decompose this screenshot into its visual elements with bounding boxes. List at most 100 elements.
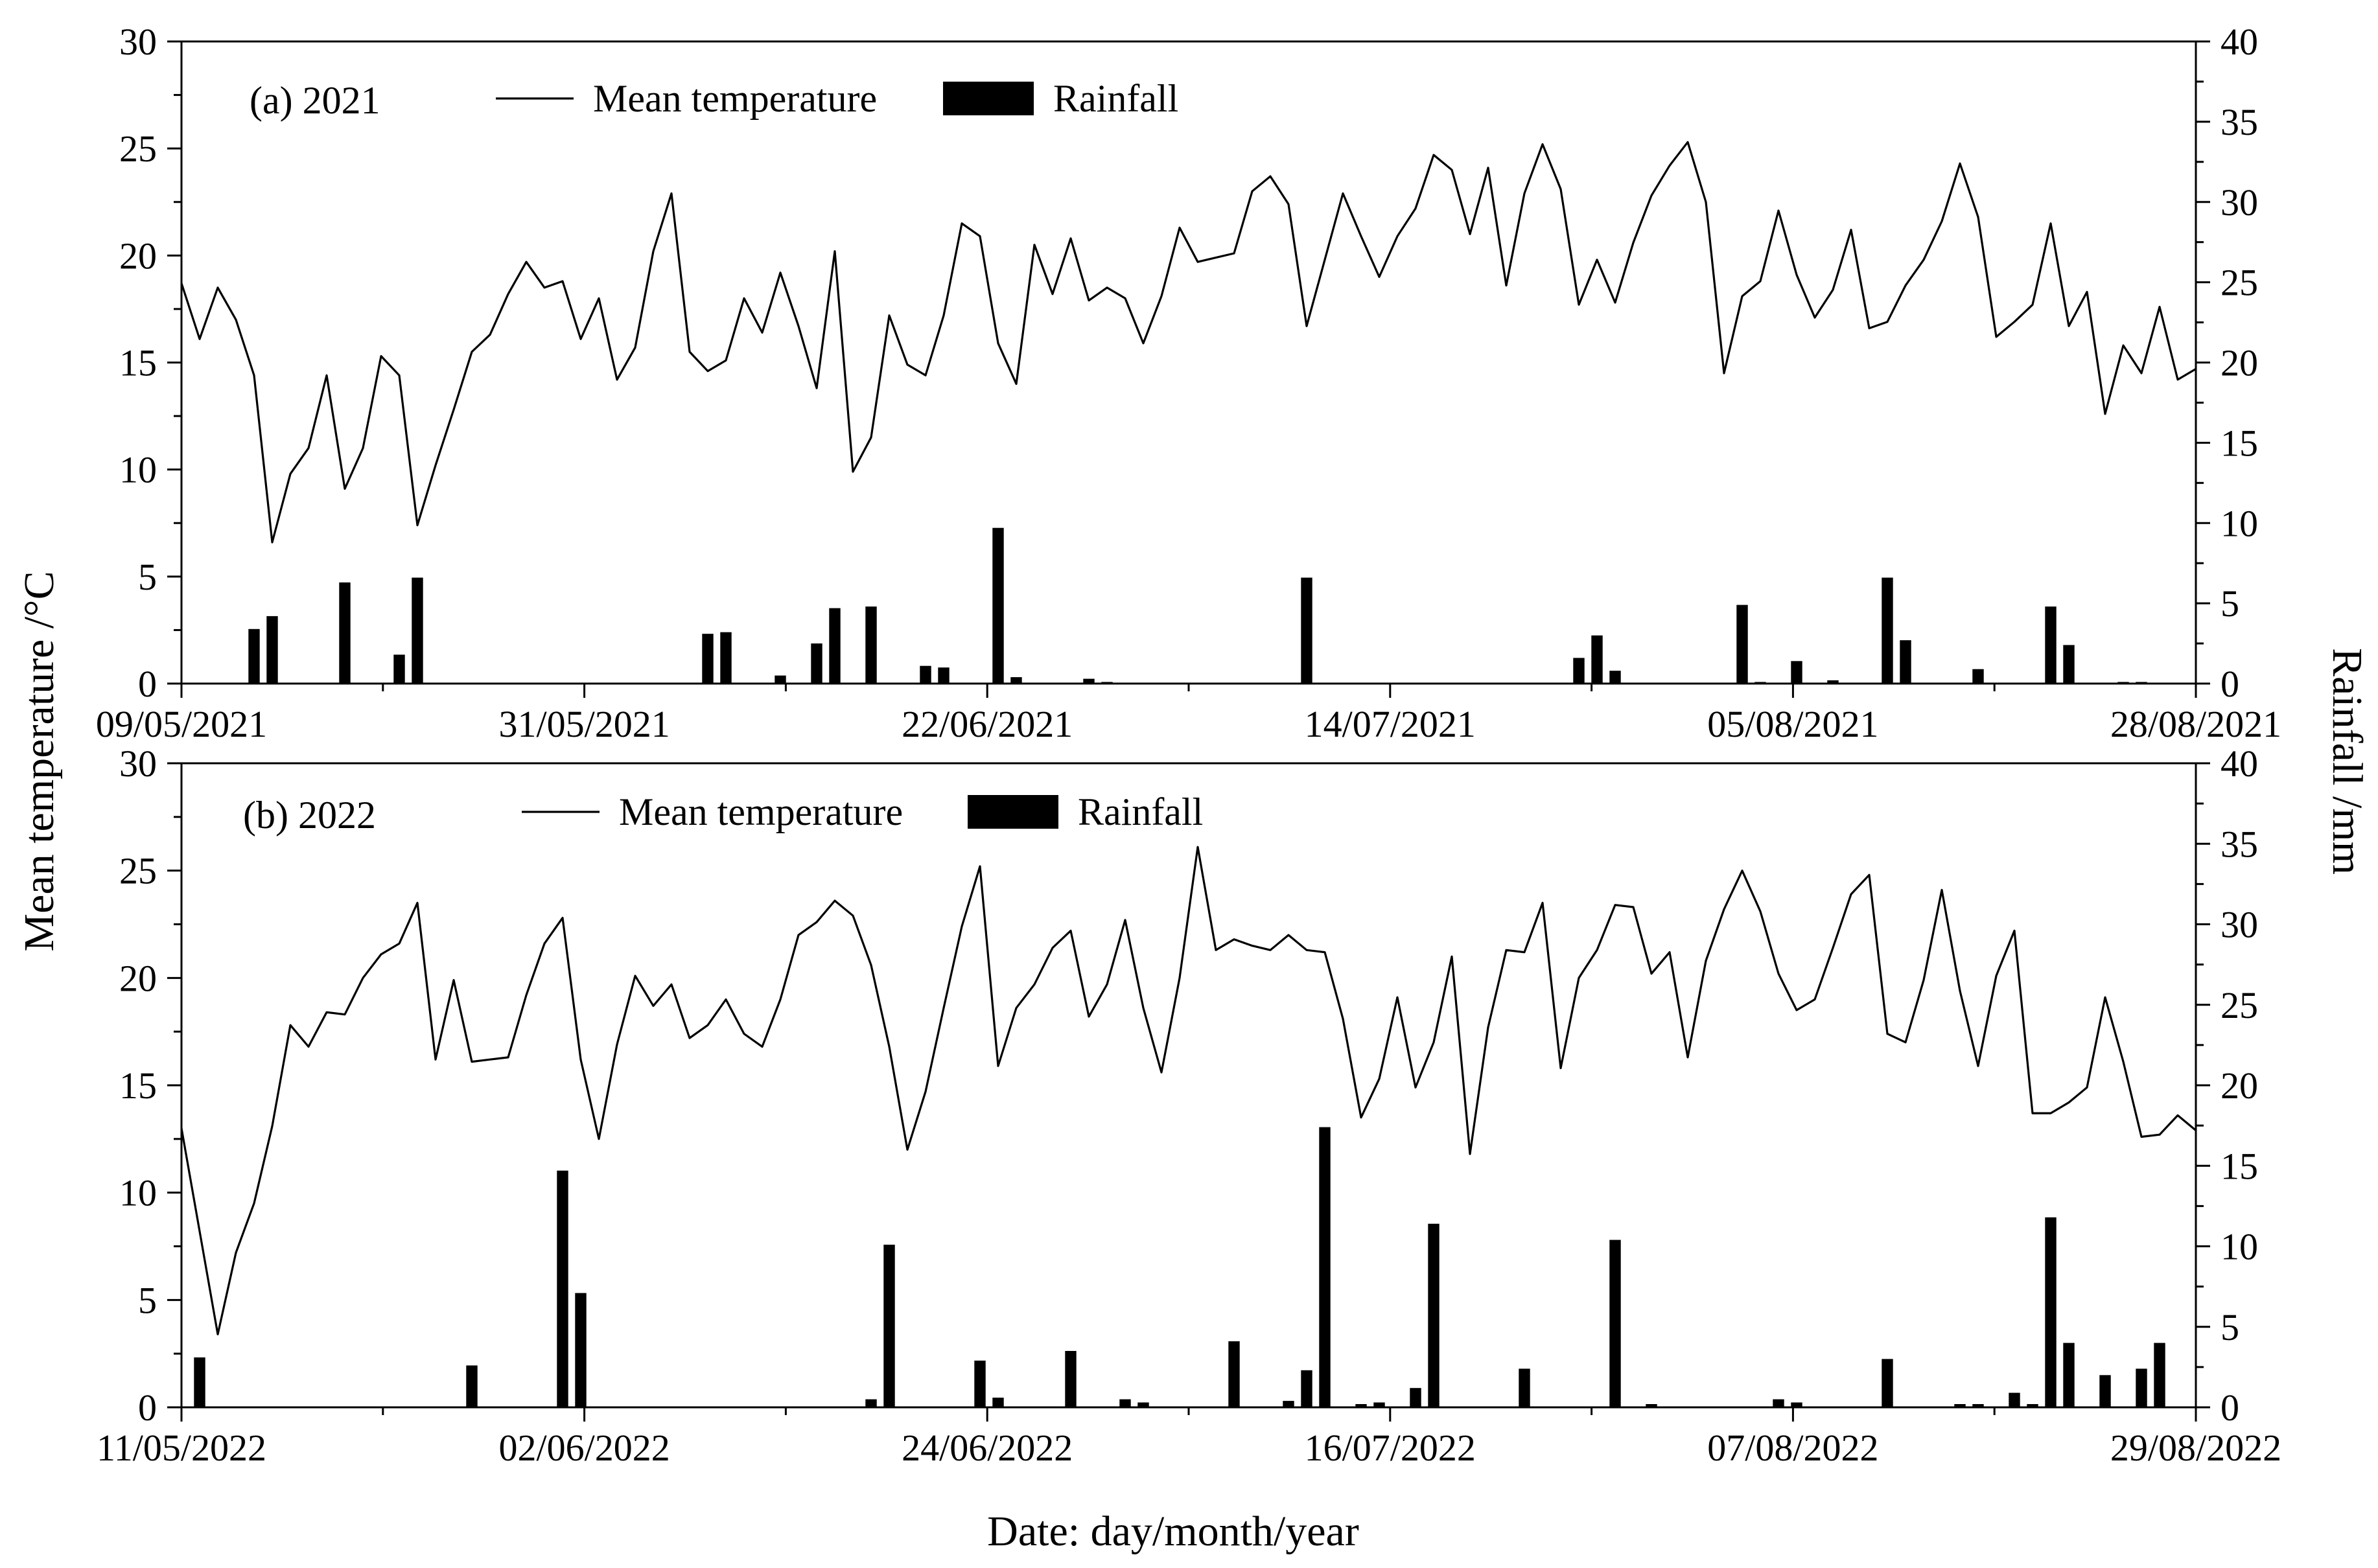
rainfall-bar [393, 654, 405, 684]
y-left-tick-label: 25 [119, 850, 157, 892]
legend-rainfall-swatch [943, 82, 1034, 115]
rainfall-bar [1882, 577, 1893, 684]
rainfall-bar [1791, 661, 1802, 684]
y-axis-label-left: Mean temperature /°C [16, 571, 63, 951]
y-right-tick-label: 30 [2221, 181, 2258, 224]
rainfall-bar [1319, 1127, 1331, 1407]
rainfall-bar [1609, 1239, 1621, 1407]
x-tick-label: 22/06/2021 [902, 703, 1073, 745]
legend-rainfall-swatch [968, 795, 1058, 829]
y-right-tick-label: 15 [2221, 1145, 2258, 1187]
legend-temperature-label: Mean temperature [593, 77, 877, 120]
y-left-tick-label: 20 [119, 235, 157, 277]
y-right-tick-label: 25 [2221, 262, 2258, 304]
x-tick-label: 09/05/2021 [96, 703, 267, 745]
y-left-tick-label: 0 [138, 1387, 157, 1429]
rainfall-bar [938, 667, 950, 684]
y-left-tick-label: 15 [119, 342, 157, 384]
rainfall-bar [1373, 1402, 1385, 1407]
x-tick-label: 07/08/2022 [1707, 1427, 1878, 1469]
rainfall-bar [1083, 678, 1095, 684]
y-right-tick-label: 5 [2221, 582, 2239, 625]
rainfall-bar [1972, 669, 1984, 684]
rainfall-bar [1773, 1399, 1784, 1407]
rainfall-bar [1065, 1351, 1077, 1407]
x-axis-label: Date: day/month/year [987, 1508, 1359, 1555]
y-left-tick-label: 10 [119, 1172, 157, 1214]
plot-frame [180, 40, 2197, 685]
x-tick-label: 24/06/2022 [902, 1427, 1073, 1469]
panel-b-2022: 0 5 10 15 20 25 30 0 5 10 15 20 25 30 35 40 11/05/2022 02… [97, 743, 2281, 1469]
rainfall-bar [466, 1365, 478, 1407]
rainfall-bar [1736, 605, 1748, 684]
y-left-tick-label: 30 [119, 21, 157, 63]
y-axis-label-right: Rainfall /mm [2324, 648, 2371, 875]
rainfall-bar [2027, 1404, 2038, 1407]
rainfall-bar [1301, 577, 1312, 684]
rainfall-bar [775, 675, 786, 684]
rainfall-bar [2009, 1392, 2020, 1407]
legend-temperature-label: Mean temperature [619, 790, 903, 833]
y-left-tick-label: 0 [138, 663, 157, 705]
y-left-tick-label: 20 [119, 957, 157, 999]
rainfall-bar [1228, 1341, 1240, 1407]
rainfall-bar [992, 1398, 1004, 1407]
rainfall-bar [811, 643, 822, 684]
rainfall-bar [829, 608, 841, 684]
y-right-tick-label: 10 [2221, 1226, 2258, 1268]
rainfall-bar [1301, 1370, 1312, 1407]
rainfall-bar [1137, 1402, 1149, 1407]
panel-label: (b) 2022 [243, 794, 376, 836]
rainfall-bar [339, 582, 351, 684]
rainfall-bar [2136, 1368, 2147, 1407]
x-tick-label: 16/07/2022 [1305, 1427, 1476, 1469]
x-tick-label: 05/08/2021 [1707, 703, 1878, 745]
temperature-line [180, 846, 2197, 1335]
y-right-tick-label: 30 [2221, 904, 2258, 946]
rainfall-bar [1609, 671, 1621, 684]
temperature-line [180, 141, 2197, 544]
y-left-tick-label: 5 [138, 1279, 157, 1321]
rainfall-bar [575, 1293, 587, 1407]
x-tick-label: 29/08/2022 [2110, 1427, 2281, 1469]
x-tick-label: 31/05/2021 [498, 703, 670, 745]
rainfall-bar [2063, 645, 2075, 684]
plot-frame [180, 762, 2197, 1409]
legend-rainfall-label: Rainfall [1053, 77, 1178, 120]
rainfall-bar [1519, 1368, 1530, 1407]
rainfall-bar [1428, 1223, 1440, 1407]
rainfall-bar [1283, 1401, 1294, 1407]
rainfall-bar [2154, 1343, 2165, 1407]
y-left-tick-label: 30 [119, 743, 157, 785]
x-tick-label: 28/08/2021 [2110, 703, 2281, 745]
y-right-tick-label: 25 [2221, 984, 2258, 1026]
rainfall-bar [1791, 1402, 1802, 1407]
y-right-tick-label: 40 [2221, 21, 2258, 63]
panel-label: (a) 2021 [250, 79, 380, 122]
rainfall-bar [992, 527, 1004, 684]
y-left-tick-label: 25 [119, 128, 157, 170]
rainfall-bar [865, 1399, 877, 1407]
y-right-tick-label: 40 [2221, 743, 2258, 785]
rainfall-bar [1954, 1404, 1966, 1407]
rainfall-bar [1010, 677, 1022, 684]
rainfall-bar [2099, 1375, 2111, 1407]
rainfall-bar [1827, 680, 1839, 684]
y-right-tick-label: 20 [2221, 1065, 2258, 1107]
rainfall-bar [248, 628, 260, 684]
rainfall-bar [2063, 1343, 2075, 1407]
y-right-tick-label: 35 [2221, 101, 2258, 143]
y-right-tick-label: 15 [2221, 422, 2258, 464]
x-tick-label: 14/07/2021 [1305, 703, 1476, 745]
y-right-tick-label: 10 [2221, 502, 2258, 544]
rainfall-bar [702, 634, 714, 684]
rainfall-bar [1410, 1388, 1421, 1407]
rainfall-bar [1573, 658, 1585, 684]
y-right-tick-label: 35 [2221, 823, 2258, 865]
y-right-tick-label: 20 [2221, 342, 2258, 384]
rainfall-bar [412, 577, 423, 684]
y-left-tick-label: 15 [119, 1065, 157, 1107]
y-left-tick-label: 5 [138, 556, 157, 598]
rainfall-bar [883, 1245, 895, 1407]
